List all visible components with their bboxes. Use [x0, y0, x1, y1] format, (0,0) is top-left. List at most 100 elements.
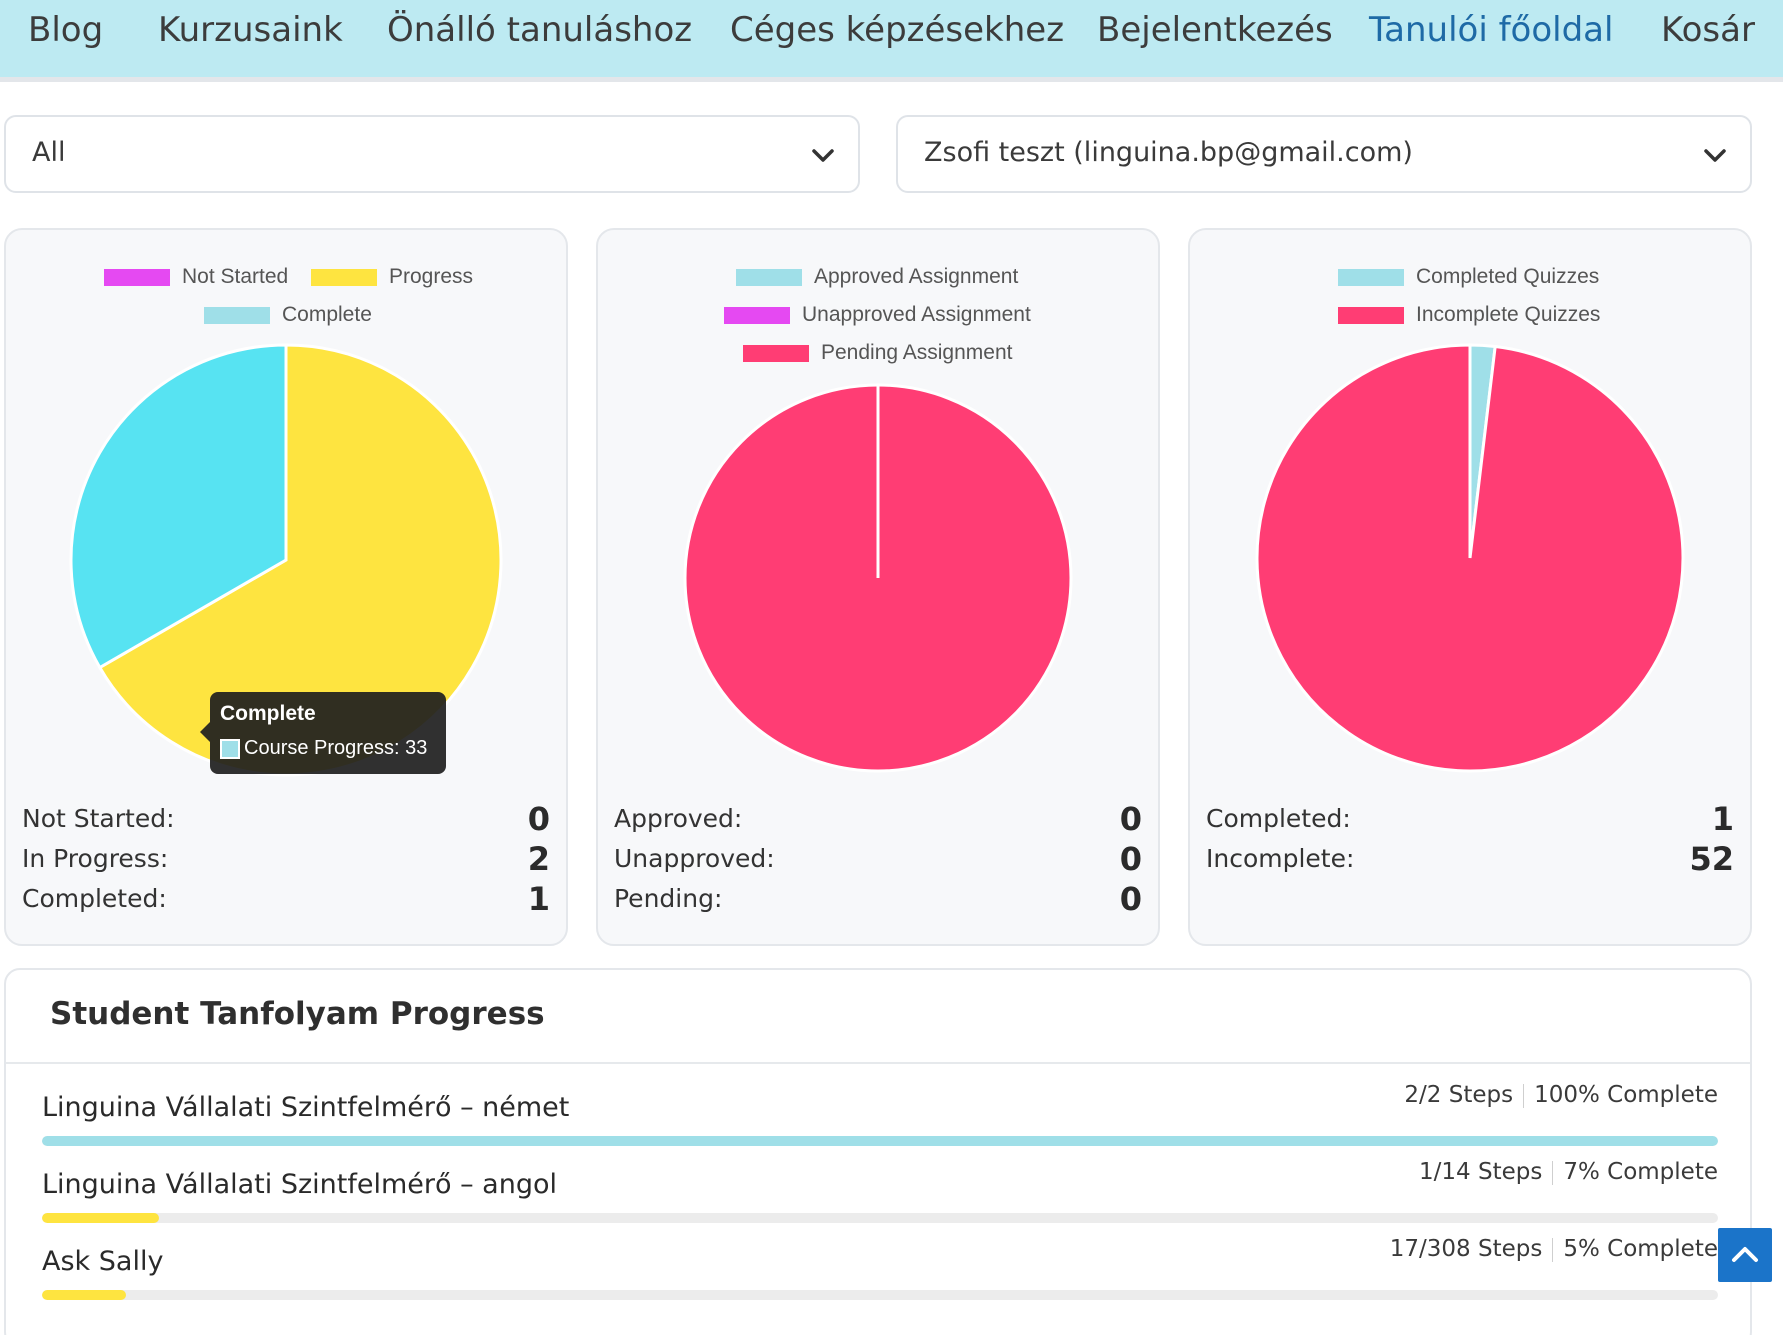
progress-fill	[42, 1213, 160, 1223]
panel-title: Student Tanfolyam Progress	[50, 996, 545, 1032]
stat-in-progress: In Progress: 2	[22, 840, 550, 884]
legend-label: Approved Assignment	[814, 265, 1019, 288]
course-filter-value: All	[32, 137, 66, 168]
course-steps: 1/14 Steps	[1419, 1159, 1543, 1185]
pie-tooltip: Complete Course Progress: 33	[200, 692, 446, 774]
progress-track	[42, 1136, 1718, 1146]
legend-swatch	[1338, 268, 1404, 286]
stat-value: 0	[1119, 800, 1142, 838]
legend-item-approved-assignment[interactable]: Approved Assignment	[736, 265, 1018, 291]
stat-unapproved: Unapproved: 0	[614, 840, 1142, 884]
nav-item-onallo-tanulashoz[interactable]: Önálló tanuláshoz	[387, 10, 693, 50]
nav-item-ceges-kepzesekhez[interactable]: Céges képzésekhez	[730, 10, 1065, 50]
stat-label: Not Started:	[22, 804, 175, 833]
divider	[1552, 1237, 1554, 1262]
stat-label: Pending:	[614, 884, 723, 913]
chevron-up-icon	[1732, 1247, 1758, 1262]
stat-value: 1	[527, 880, 550, 918]
nav-item-bejelentkezes[interactable]: Bejelentkezés	[1097, 10, 1333, 50]
stat-not-started: Not Started: 0	[22, 800, 550, 844]
pie-slice-incomplete-quizzes[interactable]	[1255, 343, 1685, 773]
stat-label: Approved:	[614, 804, 743, 833]
progress-track	[42, 1290, 1718, 1300]
stat-completed: Completed: 1	[22, 880, 550, 924]
stat-value: 0	[1119, 880, 1142, 918]
progress-fill	[42, 1290, 126, 1300]
progress-track	[42, 1213, 1718, 1223]
tooltip-text: Course Progress: 33	[244, 737, 428, 759]
tooltip-title: Complete	[220, 702, 316, 725]
assignments-pie[interactable]	[682, 382, 1074, 774]
course-name: Ask Sally	[42, 1246, 164, 1277]
nav-item-blog[interactable]: Blog	[28, 10, 104, 50]
nav-item-kosar[interactable]: Kosár	[1661, 10, 1755, 50]
legend-swatch	[311, 268, 377, 286]
course-meta: 17/308 Steps 5% Complete	[1390, 1236, 1718, 1262]
tooltip-swatch	[220, 739, 240, 759]
course-complete: 7% Complete	[1563, 1159, 1718, 1185]
course-progress-card: Not Started Progress Complete Complete C…	[4, 228, 568, 946]
stat-value: 52	[1689, 840, 1734, 878]
course-complete: 5% Complete	[1563, 1236, 1718, 1262]
legend-swatch	[724, 306, 790, 324]
course-steps: 17/308 Steps	[1389, 1236, 1543, 1262]
course-progress-item[interactable]: Linguina Vállalati Szintfelmérő – német …	[42, 1082, 1718, 1164]
stat-quiz-incomplete: Incomplete: 52	[1206, 840, 1734, 884]
legend-label: Completed Quizzes	[1416, 265, 1600, 288]
stat-label: Unapproved:	[614, 844, 775, 873]
legend-swatch	[104, 268, 170, 286]
course-complete: 100% Complete	[1534, 1082, 1718, 1108]
student-filter-value: Zsofi teszt (linguina.bp@gmail.com)	[924, 137, 1413, 168]
legend-swatch	[743, 344, 809, 362]
course-progress-item[interactable]: Ask Sally 17/308 Steps 5% Complete	[42, 1236, 1718, 1318]
legend-label: Unapproved Assignment	[802, 303, 1031, 326]
progress-fill	[42, 1136, 1718, 1146]
stat-value: 1	[1711, 800, 1734, 838]
nav-item-kurzusaink[interactable]: Kurzusaink	[158, 10, 343, 50]
course-progress-pie[interactable]	[68, 342, 504, 778]
stat-value: 0	[1119, 840, 1142, 878]
legend-label: Incomplete Quizzes	[1416, 303, 1601, 326]
legend-swatch	[736, 268, 802, 286]
stat-label: Completed:	[22, 884, 167, 913]
stat-label: Incomplete:	[1206, 844, 1355, 873]
assignments-card: Approved Assignment Unapproved Assignmen…	[596, 228, 1160, 946]
legend-label: Pending Assignment	[821, 341, 1013, 364]
stat-label: In Progress:	[22, 844, 169, 873]
stat-label: Completed:	[1206, 804, 1351, 833]
course-name: Linguina Vállalati Szintfelmérő – német	[42, 1092, 570, 1123]
legend-item-completed-quizzes[interactable]: Completed Quizzes	[1338, 265, 1599, 291]
divider	[1552, 1160, 1554, 1185]
divider	[1523, 1083, 1525, 1108]
course-name: Linguina Vállalati Szintfelmérő – angol	[42, 1169, 557, 1200]
legend-swatch	[1338, 306, 1404, 324]
stat-quiz-completed: Completed: 1	[1206, 800, 1734, 844]
student-filter-select[interactable]: Zsofi teszt (linguina.bp@gmail.com)	[896, 115, 1752, 193]
pie-slice-complete[interactable]	[69, 343, 288, 670]
legend-item-unapproved-assignment[interactable]: Unapproved Assignment	[724, 303, 1031, 329]
top-navigation: Blog Kurzusaink Önálló tanuláshoz Céges …	[0, 0, 1783, 82]
divider	[6, 1062, 1750, 1064]
pie-slice-progress[interactable]	[97, 343, 503, 777]
quizzes-pie[interactable]	[1254, 342, 1686, 774]
quizzes-card: Completed Quizzes Incomplete Quizzes Com…	[1188, 228, 1752, 946]
stat-value: 0	[527, 800, 550, 838]
course-filter-select[interactable]: All	[4, 115, 860, 193]
scroll-to-top-button[interactable]	[1718, 1228, 1772, 1282]
legend-item-pending-assignment[interactable]: Pending Assignment	[743, 341, 1012, 367]
legend-label: Not Started	[182, 265, 289, 288]
nav-item-tanuloi-fooldal[interactable]: Tanulói főoldal	[1369, 10, 1614, 50]
legend-item-not-started[interactable]: Not Started	[104, 265, 288, 291]
course-meta: 2/2 Steps 100% Complete	[1404, 1082, 1718, 1108]
legend-item-incomplete-quizzes[interactable]: Incomplete Quizzes	[1338, 303, 1600, 329]
stat-pending: Pending: 0	[614, 880, 1142, 924]
stat-value: 2	[527, 840, 550, 878]
stat-approved: Approved: 0	[614, 800, 1142, 844]
legend-item-complete[interactable]: Complete	[204, 303, 372, 329]
legend-item-progress[interactable]: Progress	[311, 265, 473, 291]
legend-swatch	[204, 306, 270, 324]
course-progress-item[interactable]: Linguina Vállalati Szintfelmérő – angol …	[42, 1159, 1718, 1241]
course-meta: 1/14 Steps 7% Complete	[1419, 1159, 1718, 1185]
legend-label: Progress	[389, 265, 474, 288]
legend-label: Complete	[282, 303, 372, 326]
